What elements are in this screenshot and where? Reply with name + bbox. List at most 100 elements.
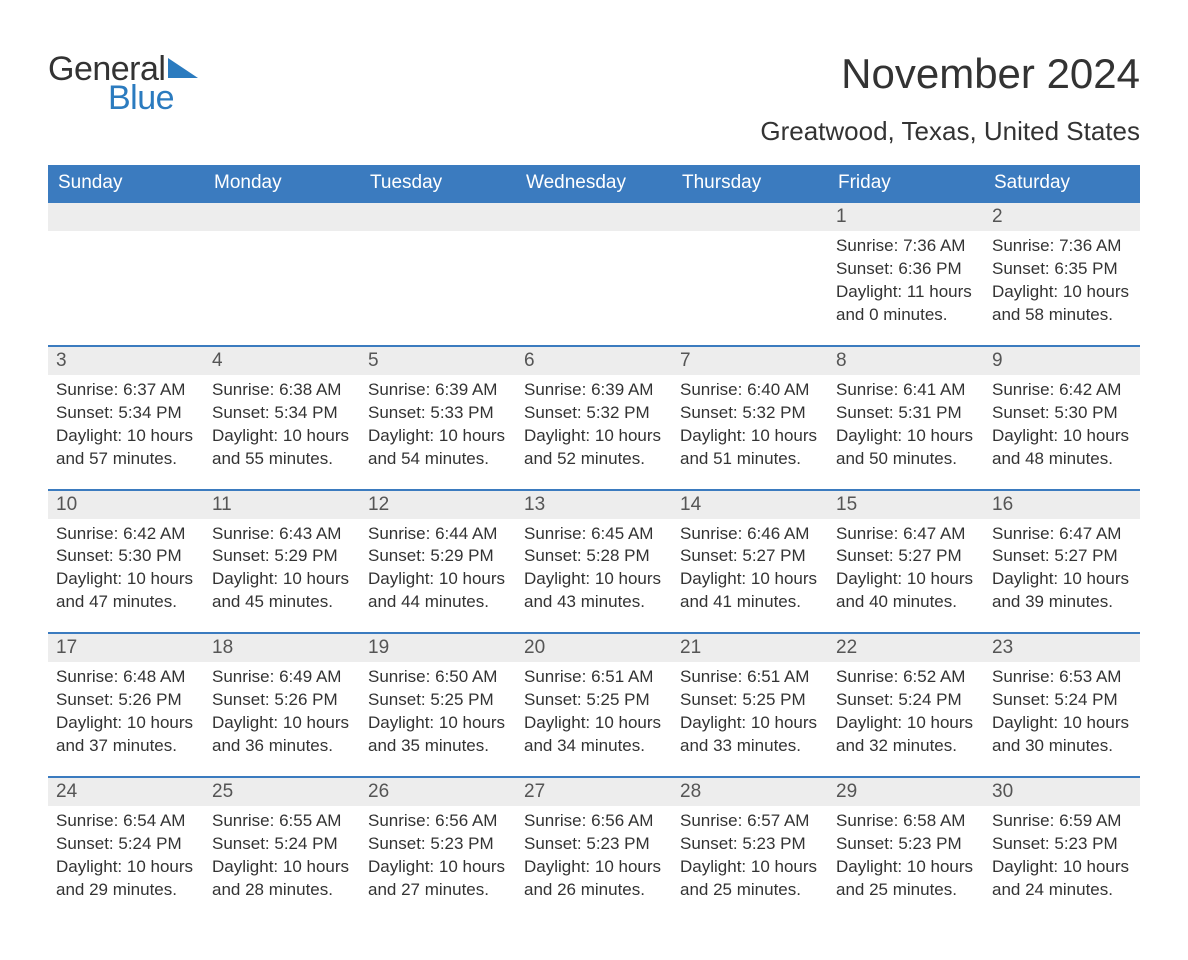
daylight-text: Daylight: 10 hours and 30 minutes. — [992, 712, 1132, 758]
day-cell: 26Sunrise: 6:56 AMSunset: 5:23 PMDayligh… — [360, 777, 516, 920]
day-cell: 11Sunrise: 6:43 AMSunset: 5:29 PMDayligh… — [204, 490, 360, 634]
sunset-text: Sunset: 5:34 PM — [212, 402, 352, 425]
month-year-title: November 2024 — [760, 50, 1140, 98]
sunrise-text: Sunrise: 6:50 AM — [368, 666, 508, 689]
day-body: Sunrise: 6:52 AMSunset: 5:24 PMDaylight:… — [828, 662, 984, 776]
day-body: Sunrise: 6:55 AMSunset: 5:24 PMDaylight:… — [204, 806, 360, 920]
sunrise-text: Sunrise: 6:43 AM — [212, 523, 352, 546]
sunrise-text: Sunrise: 6:42 AM — [56, 523, 196, 546]
day-cell: 22Sunrise: 6:52 AMSunset: 5:24 PMDayligh… — [828, 633, 984, 777]
day-body: Sunrise: 6:56 AMSunset: 5:23 PMDaylight:… — [516, 806, 672, 920]
daylight-text: Daylight: 10 hours and 32 minutes. — [836, 712, 976, 758]
sunset-text: Sunset: 5:31 PM — [836, 402, 976, 425]
daylight-text: Daylight: 11 hours and 0 minutes. — [836, 281, 976, 327]
day-cell: 8Sunrise: 6:41 AMSunset: 5:31 PMDaylight… — [828, 346, 984, 490]
day-cell: 25Sunrise: 6:55 AMSunset: 5:24 PMDayligh… — [204, 777, 360, 920]
day-body: Sunrise: 6:47 AMSunset: 5:27 PMDaylight:… — [828, 519, 984, 633]
week-row: 1Sunrise: 7:36 AMSunset: 6:36 PMDaylight… — [48, 202, 1140, 346]
sunset-text: Sunset: 5:27 PM — [992, 545, 1132, 568]
daylight-text: Daylight: 10 hours and 40 minutes. — [836, 568, 976, 614]
day-number — [204, 203, 360, 231]
daylight-text: Daylight: 10 hours and 54 minutes. — [368, 425, 508, 471]
dow-thursday: Thursday — [672, 165, 828, 202]
sunrise-text: Sunrise: 6:39 AM — [368, 379, 508, 402]
sunrise-text: Sunrise: 6:42 AM — [992, 379, 1132, 402]
day-number: 24 — [48, 778, 204, 806]
sunset-text: Sunset: 5:30 PM — [56, 545, 196, 568]
sunrise-text: Sunrise: 6:58 AM — [836, 810, 976, 833]
sunset-text: Sunset: 5:26 PM — [212, 689, 352, 712]
sunrise-text: Sunrise: 6:47 AM — [836, 523, 976, 546]
daylight-text: Daylight: 10 hours and 27 minutes. — [368, 856, 508, 902]
daylight-text: Daylight: 10 hours and 26 minutes. — [524, 856, 664, 902]
day-number — [48, 203, 204, 231]
sunrise-text: Sunrise: 6:55 AM — [212, 810, 352, 833]
sunrise-text: Sunrise: 6:41 AM — [836, 379, 976, 402]
sunrise-text: Sunrise: 6:51 AM — [680, 666, 820, 689]
day-cell: 7Sunrise: 6:40 AMSunset: 5:32 PMDaylight… — [672, 346, 828, 490]
day-cell: 20Sunrise: 6:51 AMSunset: 5:25 PMDayligh… — [516, 633, 672, 777]
day-cell: 2Sunrise: 7:36 AMSunset: 6:35 PMDaylight… — [984, 202, 1140, 346]
daylight-text: Daylight: 10 hours and 57 minutes. — [56, 425, 196, 471]
sunrise-text: Sunrise: 6:46 AM — [680, 523, 820, 546]
week-row: 17Sunrise: 6:48 AMSunset: 5:26 PMDayligh… — [48, 633, 1140, 777]
page: General Blue November 2024 Greatwood, Te… — [0, 0, 1188, 960]
day-number: 7 — [672, 347, 828, 375]
day-number: 12 — [360, 491, 516, 519]
day-number: 29 — [828, 778, 984, 806]
day-number: 9 — [984, 347, 1140, 375]
dow-friday: Friday — [828, 165, 984, 202]
sunset-text: Sunset: 5:34 PM — [56, 402, 196, 425]
day-body: Sunrise: 6:42 AMSunset: 5:30 PMDaylight:… — [984, 375, 1140, 489]
sunrise-text: Sunrise: 6:49 AM — [212, 666, 352, 689]
day-cell: 23Sunrise: 6:53 AMSunset: 5:24 PMDayligh… — [984, 633, 1140, 777]
sunset-text: Sunset: 5:30 PM — [992, 402, 1132, 425]
day-number: 16 — [984, 491, 1140, 519]
day-number — [672, 203, 828, 231]
daylight-text: Daylight: 10 hours and 47 minutes. — [56, 568, 196, 614]
sunrise-text: Sunrise: 6:40 AM — [680, 379, 820, 402]
sunrise-text: Sunrise: 6:44 AM — [368, 523, 508, 546]
day-body: Sunrise: 7:36 AMSunset: 6:36 PMDaylight:… — [828, 231, 984, 345]
day-cell: 15Sunrise: 6:47 AMSunset: 5:27 PMDayligh… — [828, 490, 984, 634]
day-cell: 16Sunrise: 6:47 AMSunset: 5:27 PMDayligh… — [984, 490, 1140, 634]
day-number: 11 — [204, 491, 360, 519]
day-body: Sunrise: 6:41 AMSunset: 5:31 PMDaylight:… — [828, 375, 984, 489]
day-body: Sunrise: 6:40 AMSunset: 5:32 PMDaylight:… — [672, 375, 828, 489]
sunset-text: Sunset: 5:29 PM — [212, 545, 352, 568]
day-cell: 9Sunrise: 6:42 AMSunset: 5:30 PMDaylight… — [984, 346, 1140, 490]
sunrise-text: Sunrise: 7:36 AM — [836, 235, 976, 258]
dow-saturday: Saturday — [984, 165, 1140, 202]
day-number: 19 — [360, 634, 516, 662]
day-number — [516, 203, 672, 231]
day-number: 10 — [48, 491, 204, 519]
day-number: 20 — [516, 634, 672, 662]
day-cell — [360, 202, 516, 346]
day-body: Sunrise: 6:38 AMSunset: 5:34 PMDaylight:… — [204, 375, 360, 489]
daylight-text: Daylight: 10 hours and 55 minutes. — [212, 425, 352, 471]
daylight-text: Daylight: 10 hours and 28 minutes. — [212, 856, 352, 902]
day-body: Sunrise: 6:37 AMSunset: 5:34 PMDaylight:… — [48, 375, 204, 489]
daylight-text: Daylight: 10 hours and 29 minutes. — [56, 856, 196, 902]
sunset-text: Sunset: 5:23 PM — [368, 833, 508, 856]
sunset-text: Sunset: 5:25 PM — [524, 689, 664, 712]
day-body — [204, 231, 360, 331]
day-cell — [516, 202, 672, 346]
day-cell: 13Sunrise: 6:45 AMSunset: 5:28 PMDayligh… — [516, 490, 672, 634]
week-row: 3Sunrise: 6:37 AMSunset: 5:34 PMDaylight… — [48, 346, 1140, 490]
day-number: 22 — [828, 634, 984, 662]
day-cell — [672, 202, 828, 346]
day-body: Sunrise: 6:39 AMSunset: 5:33 PMDaylight:… — [360, 375, 516, 489]
sunset-text: Sunset: 5:24 PM — [836, 689, 976, 712]
sunrise-text: Sunrise: 6:45 AM — [524, 523, 664, 546]
day-number: 15 — [828, 491, 984, 519]
daylight-text: Daylight: 10 hours and 41 minutes. — [680, 568, 820, 614]
day-body — [360, 231, 516, 331]
day-cell: 4Sunrise: 6:38 AMSunset: 5:34 PMDaylight… — [204, 346, 360, 490]
dow-wednesday: Wednesday — [516, 165, 672, 202]
sunset-text: Sunset: 5:24 PM — [56, 833, 196, 856]
day-cell — [204, 202, 360, 346]
day-body: Sunrise: 6:54 AMSunset: 5:24 PMDaylight:… — [48, 806, 204, 920]
sunrise-text: Sunrise: 6:38 AM — [212, 379, 352, 402]
location-subtitle: Greatwood, Texas, United States — [760, 116, 1140, 147]
